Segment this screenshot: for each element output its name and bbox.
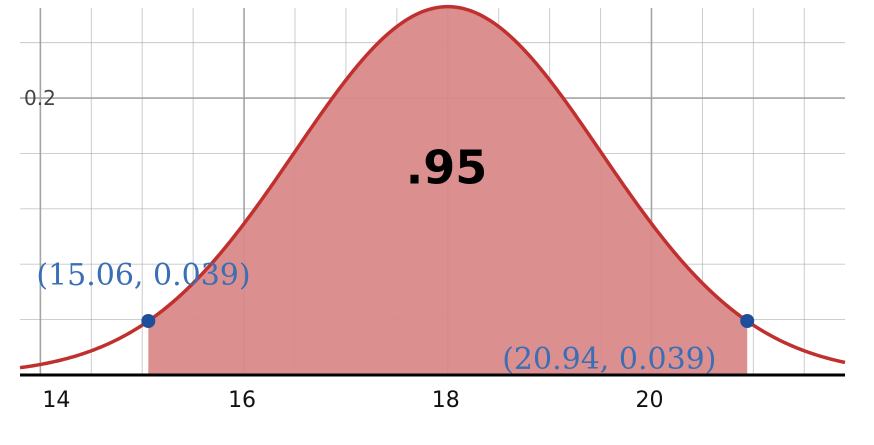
shaded-area-layer xyxy=(148,6,748,375)
x-tick-label: 16 xyxy=(228,388,256,413)
y-tick-label: 0.2 xyxy=(24,86,56,110)
points-layer: (15.06, 0.039) (20.94, 0.039) xyxy=(36,258,755,377)
density-curve xyxy=(19,4,846,370)
point-label: (15.06, 0.039) xyxy=(36,258,250,293)
point-label: (20.94, 0.039) xyxy=(502,342,716,377)
labels: 14 16 18 20 0.2 .95 xyxy=(24,86,663,413)
x-tick-label: 20 xyxy=(635,388,663,413)
data-point xyxy=(740,313,755,328)
curve-layer xyxy=(19,4,846,370)
x-tick-label: 18 xyxy=(432,388,460,413)
x-tick-label: 14 xyxy=(42,388,70,413)
shaded-area xyxy=(148,6,748,375)
data-point xyxy=(141,313,156,328)
area-label: .95 xyxy=(406,140,488,194)
